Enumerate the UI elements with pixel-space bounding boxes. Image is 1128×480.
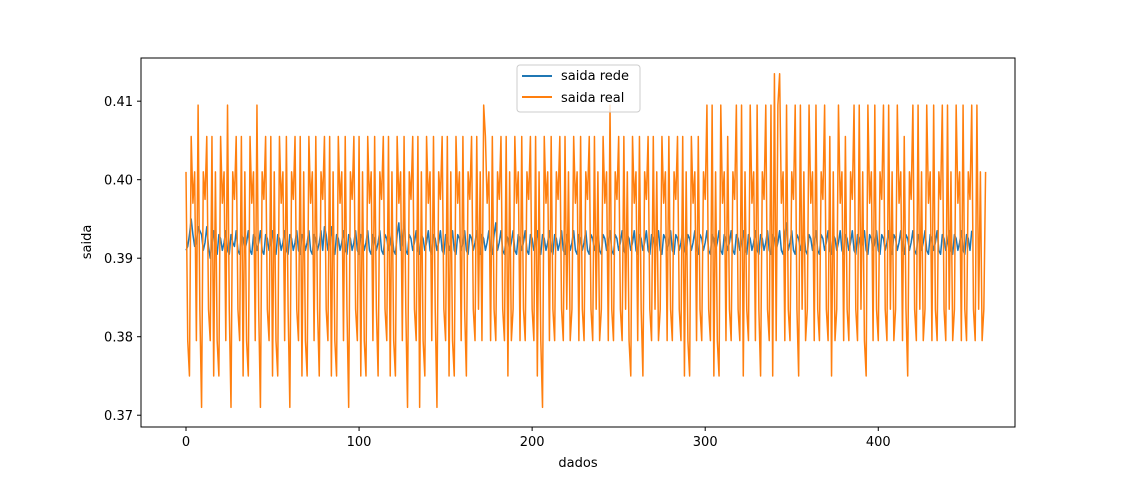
x-tick-label: 200 xyxy=(520,435,545,450)
x-tick-label: 0 xyxy=(182,435,190,450)
legend-label-saida-real: saida real xyxy=(561,91,624,106)
y-tick-label: 0.37 xyxy=(104,409,133,424)
x-axis: 0 100 200 300 400 xyxy=(182,427,891,450)
legend: saida rede saida real xyxy=(516,64,641,113)
axes-frame xyxy=(140,57,1016,428)
plot-area xyxy=(185,72,987,409)
y-tick-label: 0.41 xyxy=(104,95,133,110)
x-tick-label: 400 xyxy=(866,435,891,450)
x-tick-label: 100 xyxy=(347,435,372,450)
x-tick-label: 300 xyxy=(693,435,718,450)
series-line-saida-real xyxy=(185,72,987,409)
y-tick-label: 0.40 xyxy=(104,174,133,189)
y-axis-label: saida xyxy=(80,225,95,260)
y-tick-label: 0.39 xyxy=(104,252,133,267)
x-axis-label: dados xyxy=(558,456,597,471)
y-tick-label: 0.38 xyxy=(104,331,133,346)
y-axis: 0.37 0.38 0.39 0.40 0.41 xyxy=(104,95,141,424)
legend-label-saida-rede: saida rede xyxy=(561,69,629,84)
